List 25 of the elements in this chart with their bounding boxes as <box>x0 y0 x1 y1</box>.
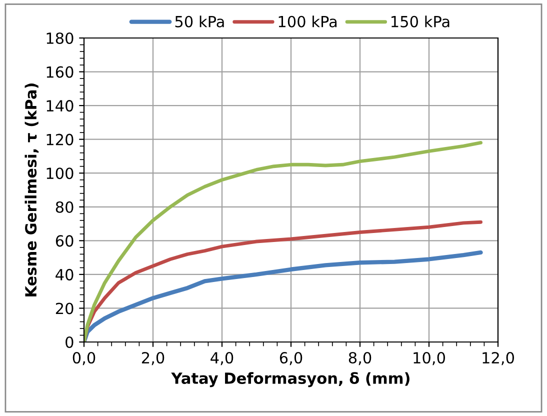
x-tick-label: 10,0 <box>414 352 445 366</box>
legend-label: 50 kPa <box>175 16 224 28</box>
y-tick-label: 0 <box>66 336 74 348</box>
y-tick-label: 180 <box>46 32 74 44</box>
y-tick-label: 80 <box>56 201 74 213</box>
x-axis-title: Yatay Deformasyon, δ (mm) <box>171 372 410 388</box>
x-tick-label: 2,0 <box>142 352 164 366</box>
y-tick-label: 20 <box>56 302 74 314</box>
legend-label: 150 kPa <box>392 16 450 28</box>
x-tick-label: 8,0 <box>348 352 372 366</box>
y-tick-label: 160 <box>46 66 74 78</box>
x-tick-label: 0,0 <box>72 352 96 366</box>
y-tick-label: 140 <box>46 100 74 112</box>
y-axis-title: Kesme Gerilmesi, τ (kPa) <box>24 84 39 296</box>
y-tick-label: 120 <box>46 134 74 146</box>
y-tick-label: 60 <box>56 235 74 247</box>
x-tick-label: 6,0 <box>280 352 302 366</box>
y-tick-label: 40 <box>56 268 74 280</box>
line-series <box>84 220 482 342</box>
legend-label: 100 kPa <box>278 16 337 28</box>
line-series <box>84 250 483 342</box>
y-tick-label: 100 <box>46 168 74 180</box>
x-tick-label: 4,0 <box>210 352 234 366</box>
x-tick-label: 12,0 <box>482 352 514 366</box>
line-series <box>84 140 482 342</box>
